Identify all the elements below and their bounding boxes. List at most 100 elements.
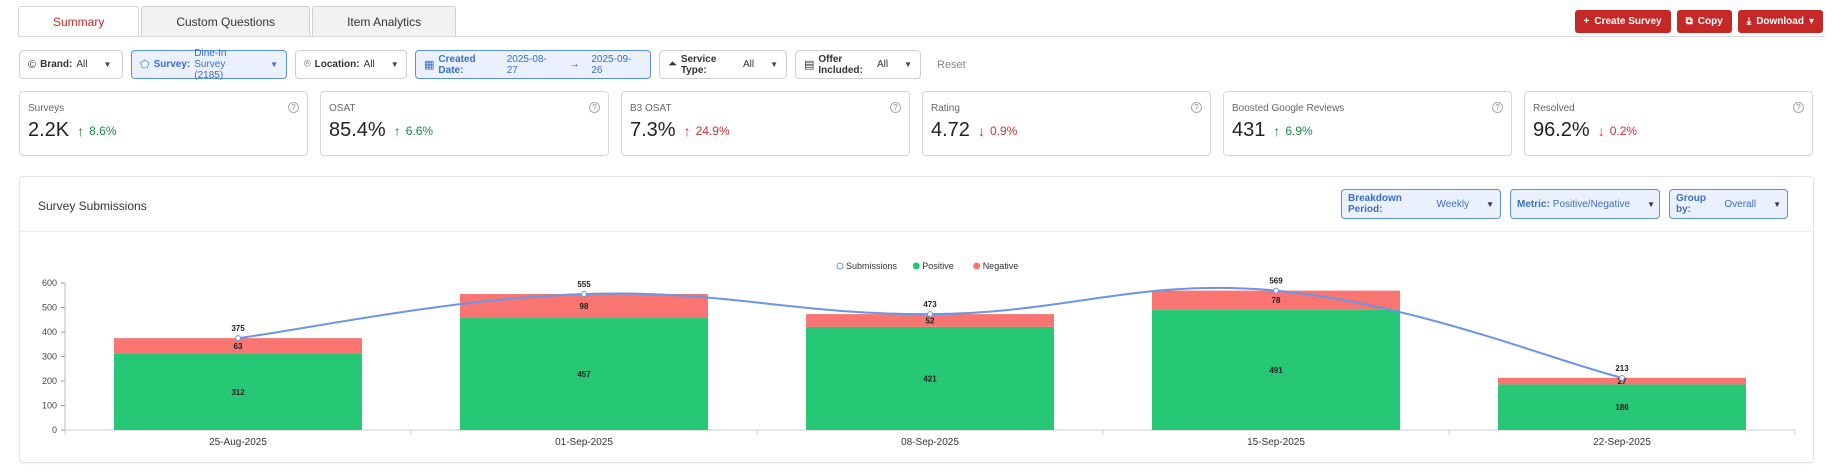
y-tick-label: 600 (42, 278, 57, 288)
arrow-down-icon: ↓ (977, 123, 985, 139)
kpi-change: ↑ 6.6% (394, 123, 433, 139)
bar-positive-label: 491 (1269, 366, 1283, 375)
help-icon[interactable]: ? (288, 102, 299, 113)
location-filter-value: All (363, 59, 375, 70)
breakdown-period-value: Weekly (1436, 198, 1470, 210)
chevron-down-icon: ▾ (1808, 16, 1814, 27)
bar-positive[interactable] (460, 318, 708, 430)
total-label: 569 (1269, 277, 1283, 286)
survey-filter-value: Dine-In Survey (2185) (194, 48, 227, 81)
kpi-card-b3-osat: B3 OSAT ? 7.3% ↑ 24.9% (621, 91, 910, 156)
bar-positive-label: 186 (1615, 403, 1629, 412)
bar-negative[interactable] (1152, 290, 1400, 310)
copy-button[interactable]: ⧉ Copy (1676, 10, 1732, 33)
submissions-chart: Submissions Positive Negative 0 100 200 300 400… (42, 261, 1796, 448)
created-date-filter[interactable]: ▦ Created Date: 2025-08-27 → 2025-09-26 (415, 50, 651, 79)
bar-positive-label: 312 (231, 388, 245, 397)
service-type-filter[interactable]: ⏶ Service Type: All ▼ (659, 50, 787, 79)
survey-submissions-panel: Survey Submissions Breakdown Period: Wee… (19, 176, 1814, 463)
help-icon[interactable]: ? (589, 102, 600, 113)
service-type-key: Service Type: (680, 53, 717, 76)
location-filter-key: Location: (314, 59, 360, 70)
legend-marker-negative[interactable] (973, 262, 981, 270)
y-tick-label: 200 (42, 376, 57, 386)
kpi-change-value: 0.9% (989, 124, 1018, 138)
help-icon[interactable]: ? (1793, 102, 1804, 113)
tab-summary[interactable]: Summary (18, 6, 140, 37)
location-filter[interactable]: ⌾ Location: All ▼ (295, 50, 407, 79)
tab-item-analytics[interactable]: Item Analytics (312, 6, 457, 36)
help-icon[interactable]: ? (890, 102, 901, 113)
legend-marker-positive[interactable] (912, 262, 920, 270)
brand-filter-value: All (76, 59, 88, 70)
x-tick-label: 25-Aug-2025 (209, 437, 267, 448)
legend-label-submissions[interactable]: Submissions (846, 261, 898, 271)
submissions-point[interactable] (1619, 374, 1625, 381)
plus-icon: + (1583, 16, 1590, 27)
kpi-change-value: 24.9% (695, 124, 730, 138)
kpi-value: 431 (1232, 119, 1266, 141)
create-survey-button[interactable]: + Create Survey (1574, 10, 1671, 33)
created-date-key: Created Date: (438, 53, 476, 76)
bar-positive[interactable] (114, 353, 362, 430)
total-label: 213 (1615, 364, 1629, 373)
chevron-down-icon: ▼ (904, 60, 912, 69)
calendar-icon: ▦ (424, 59, 435, 71)
tab-custom-questions[interactable]: Custom Questions (141, 6, 311, 36)
legend-label-negative[interactable]: Negative (983, 261, 1019, 271)
download-button[interactable]: ⤓ Download ▾ (1737, 10, 1823, 33)
y-tick-label: 100 (42, 401, 57, 411)
submissions-point[interactable] (235, 335, 241, 342)
bar-negative[interactable] (114, 338, 362, 354)
legend-label-positive[interactable]: Positive (922, 261, 954, 271)
submissions-point[interactable] (1273, 287, 1279, 294)
survey-filter[interactable]: ⬠ Survey: Dine-In Survey (2185) ▼ (131, 48, 287, 81)
group-by-dropdown[interactable]: Group by: Overall ▼ (1669, 189, 1788, 219)
copyright-icon: © (28, 58, 37, 71)
survey-filter-key: Survey: (153, 59, 191, 70)
chevron-down-icon: ▼ (390, 60, 399, 69)
total-label: 375 (231, 324, 245, 333)
filter-bar: © Brand: All ▼ ⬠ Survey: Dine-In Survey … (19, 48, 966, 81)
bar-positive[interactable] (1498, 384, 1746, 430)
tab-divider (18, 36, 1825, 37)
arrow-up-icon: ↑ (683, 123, 691, 139)
panel-header: Survey Submissions Breakdown Period: Wee… (20, 177, 1813, 232)
bar-negative-label: 98 (580, 302, 589, 311)
bar-negative[interactable] (1498, 377, 1746, 385)
y-tick-label: 400 (42, 327, 57, 337)
submissions-point[interactable] (581, 291, 587, 298)
legend-marker-submissions[interactable] (836, 262, 844, 270)
bar-positive-label: 421 (923, 374, 937, 383)
bar-negative[interactable] (460, 294, 708, 319)
metric-dropdown[interactable]: Metric: Positive/Negative ▼ (1510, 189, 1660, 219)
kpi-card-rating: Rating ? 4.72 ↓ 0.9% (922, 91, 1211, 156)
metric-value: Positive/Negative (1552, 198, 1631, 210)
brand-filter[interactable]: © Brand: All ▼ (19, 50, 123, 79)
chevron-down-icon: ▼ (1486, 199, 1494, 209)
breakdown-period-dropdown[interactable]: Breakdown Period: Weekly ▼ (1341, 189, 1501, 219)
kpi-value: 96.2% (1533, 119, 1590, 141)
bar-negative[interactable] (806, 314, 1054, 327)
kpi-change-value: 8.6% (89, 124, 117, 138)
chevron-down-icon: ▼ (1647, 199, 1655, 209)
submissions-point[interactable] (927, 311, 933, 318)
chevron-down-icon: ▼ (770, 60, 778, 69)
pentagon-icon: ⬠ (140, 59, 150, 71)
brand-filter-key: Brand: (40, 59, 73, 70)
reset-button[interactable]: Reset (937, 58, 966, 71)
copy-icon: ⧉ (1685, 16, 1693, 27)
kpi-label: OSAT (329, 103, 356, 114)
arrow-up-icon: ↑ (77, 123, 85, 139)
kpi-label: Boosted Google Reviews (1232, 103, 1345, 114)
kpi-card-resolved: Resolved ? 96.2% ↓ 0.2% (1524, 91, 1813, 156)
offer-included-filter[interactable]: ▤ Offer Included: All ▼ (795, 50, 921, 79)
bar-positive[interactable] (806, 326, 1054, 430)
action-bar: + Create Survey ⧉ Copy ⤓ Download ▾ (1574, 10, 1823, 33)
kpi-change-value: 6.6% (405, 124, 434, 138)
help-icon[interactable]: ? (1191, 102, 1202, 113)
bar-positive[interactable] (1152, 309, 1400, 430)
chevron-down-icon: ▼ (1773, 199, 1781, 209)
help-icon[interactable]: ? (1492, 102, 1503, 113)
